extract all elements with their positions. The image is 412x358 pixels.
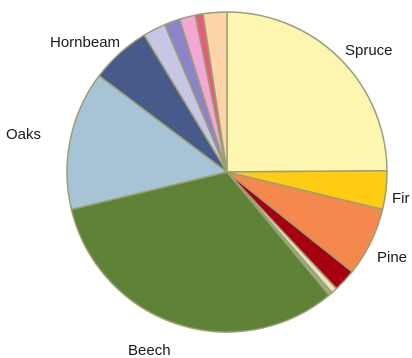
slice-label-oaks: Oaks xyxy=(6,126,41,143)
pie-slice-oaks xyxy=(66,74,228,211)
slice-label-spruce: Spruce xyxy=(345,42,393,59)
slice-label-pine: Pine xyxy=(377,249,407,266)
pie-slices xyxy=(66,11,388,333)
pie-slice-beech xyxy=(70,171,330,333)
slice-label-hornbeam: Hornbeam xyxy=(50,34,120,51)
slice-label-beech: Beech xyxy=(128,342,171,358)
pie-slice-spruce xyxy=(226,11,388,173)
slice-label-fir: Fir xyxy=(392,190,410,207)
pie-slice-unlabeled-13 xyxy=(202,11,228,173)
slice-labels: Spruce Fir Pine Beech Oaks Hornbeam xyxy=(6,34,410,358)
